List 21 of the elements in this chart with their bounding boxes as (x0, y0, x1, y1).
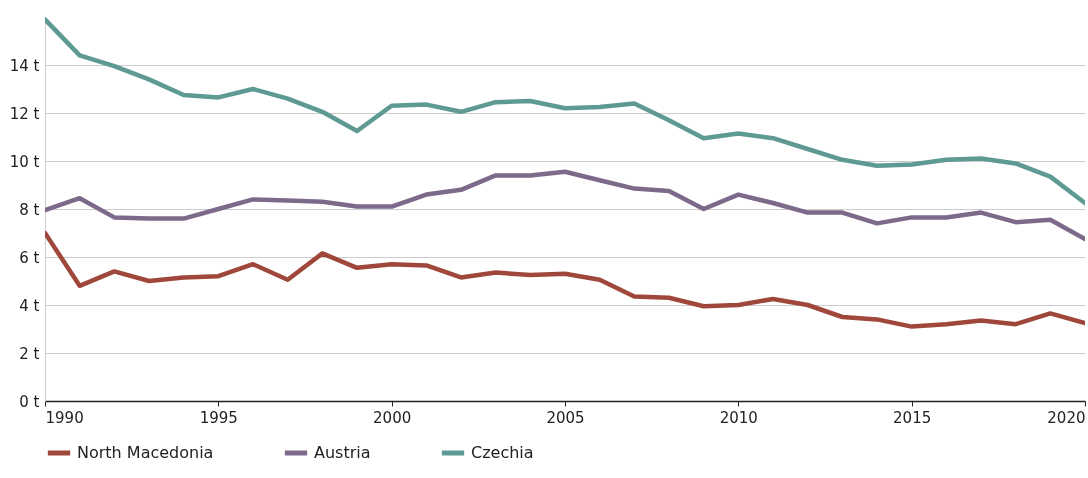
x-tick-label: 2000 (373, 408, 412, 427)
y-tick-label: 6 t (19, 248, 40, 267)
y-tick-label: 2 t (19, 344, 40, 363)
x-tick-label: 2010 (719, 408, 758, 427)
legend-label: Czechia (471, 443, 534, 462)
legend-label: North Macedonia (77, 443, 214, 462)
x-tick-label: 1990 (45, 408, 84, 427)
y-tick-label: 0 t (19, 392, 40, 411)
y-tick-label: 10 t (9, 152, 40, 171)
y-tick-label: 4 t (19, 296, 40, 315)
line-series (45, 17, 1085, 206)
y-tick-label: 8 t (19, 200, 40, 219)
line-series (45, 169, 1085, 242)
x-tick-label: 2005 (546, 408, 585, 427)
line-series (45, 230, 1085, 329)
x-tick-label: 1995 (199, 408, 238, 427)
y-tick-label: 14 t (9, 56, 40, 75)
legend-label: Austria (314, 443, 371, 462)
x-tick-label: 2020 (1047, 408, 1086, 427)
x-tick-label: 2015 (893, 408, 932, 427)
y-tick-label: 12 t (9, 104, 40, 123)
